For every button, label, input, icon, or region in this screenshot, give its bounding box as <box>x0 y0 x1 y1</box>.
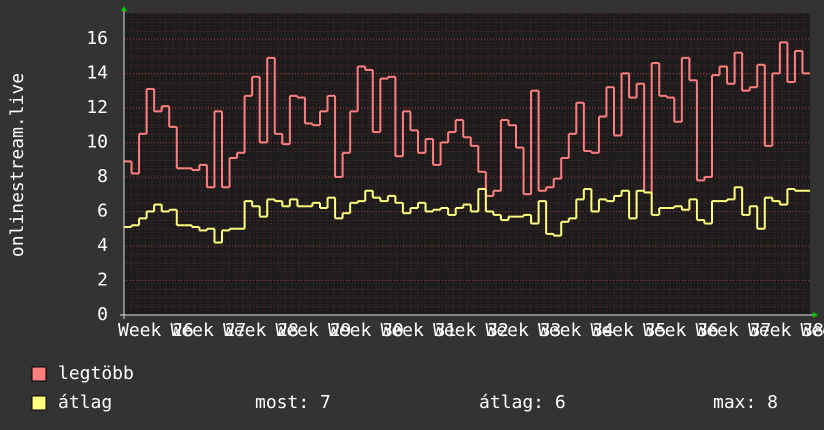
x-tick-label: Week 37 <box>696 320 772 341</box>
legend-stat: most: 7 <box>255 392 331 413</box>
legend-stat: max: 8 <box>713 392 778 413</box>
x-tick-label: Week 30 <box>328 320 404 341</box>
legend-swatch <box>31 395 47 411</box>
y-tick-label: 8 <box>97 166 108 187</box>
axis-arrow <box>813 312 818 318</box>
y-tick-label: 2 <box>97 269 108 290</box>
y-tick-label: 6 <box>97 200 108 221</box>
legend-label: átlag <box>58 392 112 413</box>
y-tick-label: 10 <box>86 131 108 152</box>
x-tick-label: Week 27 <box>171 320 247 341</box>
x-tick-label: Week 35 <box>591 320 667 341</box>
legend-stat: átlag: 6 <box>479 392 566 413</box>
x-tick-label: Week 33 <box>486 320 562 341</box>
x-tick-label: Week 38 <box>748 320 824 341</box>
legend-swatch <box>31 366 47 382</box>
x-tick-label: Week 29 <box>276 320 352 341</box>
x-tick-label: Week 32 <box>433 320 509 341</box>
x-tick-label: Week 26 <box>118 320 194 341</box>
axis-arrow <box>121 6 127 11</box>
x-tick-label: Week 31 <box>381 320 457 341</box>
legend-label: legtöbb <box>58 363 134 384</box>
x-tick-label: Week 39 <box>801 320 824 341</box>
y-tick-label: 4 <box>97 235 108 256</box>
y-axis-label: onlinestream.live <box>7 73 28 257</box>
x-tick-label: Week 36 <box>643 320 719 341</box>
x-tick-label: Week 34 <box>538 320 614 341</box>
y-tick-label: 12 <box>86 97 108 118</box>
y-tick-label: 16 <box>86 28 108 49</box>
y-tick-label: 0 <box>97 304 108 325</box>
x-tick-label: Week 28 <box>223 320 299 341</box>
y-tick-label: 14 <box>86 62 108 83</box>
